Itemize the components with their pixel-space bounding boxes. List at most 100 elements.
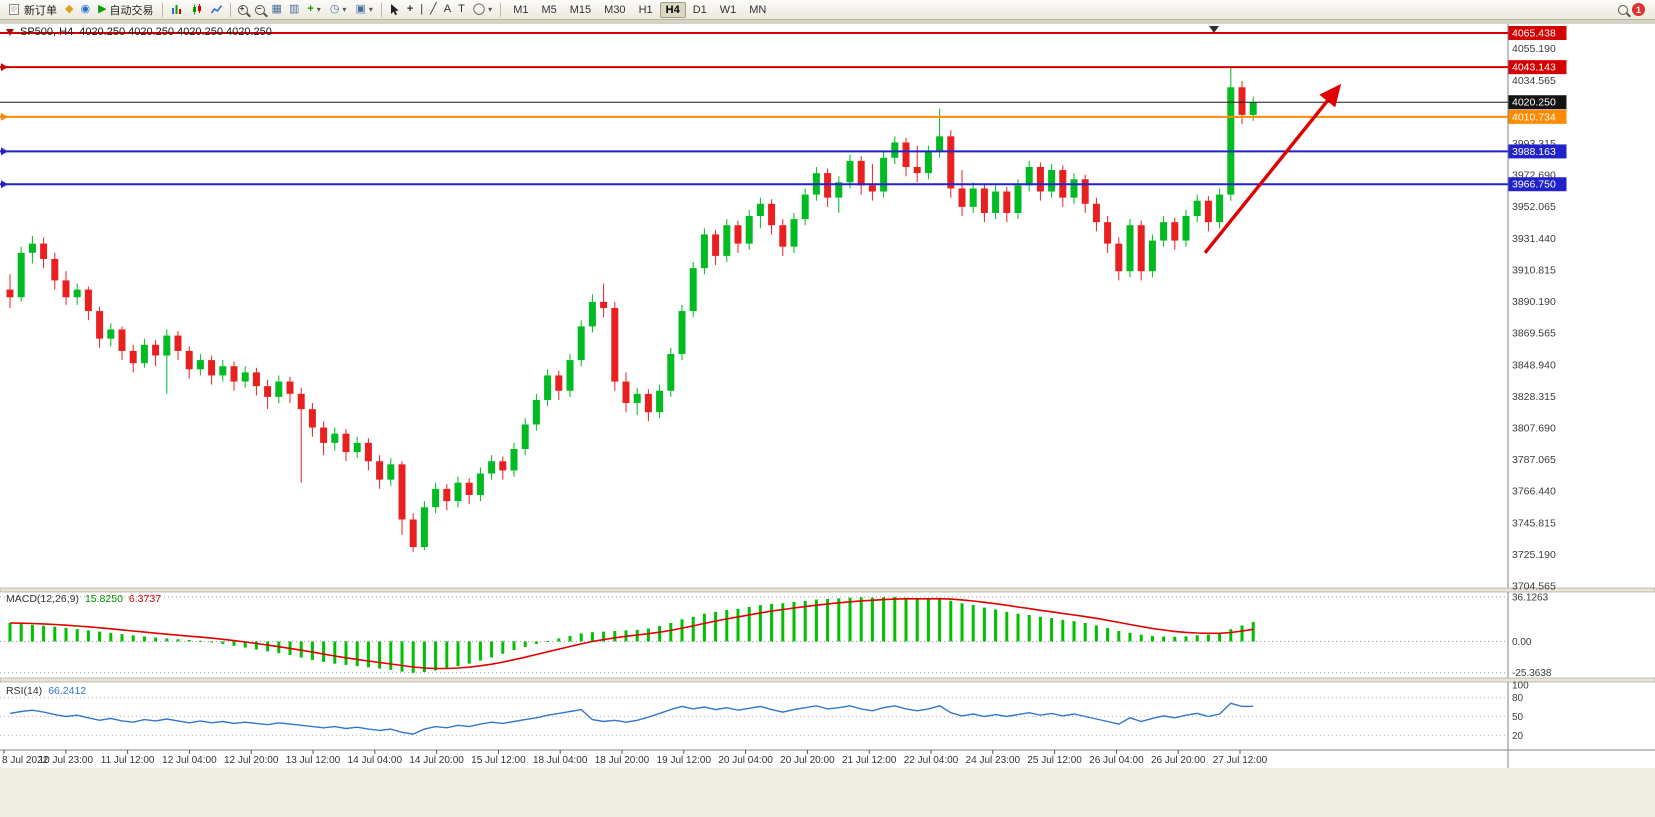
rsi-label: RSI(14) 66.2412 (6, 685, 86, 697)
text-icon: T (458, 3, 465, 15)
time-axis-label: 24 Jul 23:00 (966, 755, 1021, 766)
horizontal-price-lines[interactable] (0, 31, 1508, 189)
macd-main-value: 15.8250 (84, 593, 123, 605)
text-label-button[interactable]: A (441, 1, 454, 19)
window-bottom-strip (0, 768, 1655, 817)
rsi-line (9, 702, 1254, 735)
rsi-axis-label: 100 (1512, 681, 1529, 692)
zoom-in-icon: + (237, 4, 248, 15)
price-badges: 4065.438 4043.143 4020.250 4010.734 3988.163… (1508, 25, 1567, 192)
crosshair-button[interactable]: + (404, 1, 416, 19)
trendline-button[interactable]: ╱ (427, 1, 440, 19)
timeframe-h1[interactable]: H1 (638, 3, 653, 16)
rsi-value: 66.2412 (48, 685, 87, 697)
shapes-button[interactable]: ◯ ▾ (469, 1, 496, 19)
timeframe-m15[interactable]: M15 (569, 3, 592, 16)
candlestick-chart-icon (192, 4, 201, 15)
time-axis-label: 15 Jul 12:00 (471, 755, 526, 766)
chart-canvas[interactable]: 4055.1904034.5653993.3153972.6903952.065… (0, 20, 1655, 817)
zoom-out-icon: − (254, 4, 265, 15)
price-badge-value: 3966.750 (1512, 179, 1556, 191)
time-axis-label: 25 Jul 12:00 (1027, 755, 1082, 766)
main-toolbar: 新订单 ◆ ◉ ▶ 自动交易 + − ▦ ▥ + ▾ ◷ ▾ ▣ ▾ (0, 0, 1655, 20)
new-order-button[interactable]: 新订单 (4, 1, 61, 19)
timeframe-m5[interactable]: M5 (541, 3, 557, 16)
price-badge (1508, 109, 1567, 124)
grid-button[interactable]: ▦ (269, 1, 285, 19)
search-button[interactable] (1615, 1, 1631, 19)
time-axis-label: 22 Jul 04:00 (904, 755, 959, 766)
pane-separator-rsi[interactable] (0, 677, 1655, 683)
rsi-axis-label: 80 (1512, 693, 1524, 704)
add-indicator-icon: + (307, 3, 314, 15)
toolbar-separator (380, 2, 382, 17)
macd-name: MACD(12,26,9) (6, 593, 79, 605)
timeframe-d1[interactable]: D1 (692, 3, 707, 16)
time-axis-label: 12 Jul 20:00 (224, 755, 279, 766)
trend-arrow-annotation[interactable] (1203, 83, 1342, 254)
toolbar-separator (500, 2, 502, 17)
time-axis-label: 20 Jul 04:00 (718, 755, 773, 766)
vertical-line-button[interactable]: | (417, 1, 426, 19)
chart-ohlc-values: 4020.250 4020.250 4020.250 4020.250 (79, 26, 272, 38)
time-axis-label: 14 Jul 20:00 (409, 755, 464, 766)
add-indicator-button[interactable]: + ▾ (303, 1, 324, 19)
zoom-out-button[interactable]: − (252, 1, 268, 19)
price-axis-label: 3890.190 (1512, 296, 1556, 308)
price-axis-label: 3725.190 (1512, 549, 1556, 561)
autotrading-button[interactable]: ▶ 自动交易 (94, 1, 157, 19)
object-anchor-marker[interactable] (1209, 26, 1219, 33)
zoom-in-button[interactable]: + (235, 1, 251, 19)
tile-windows-icon: ▥ (288, 3, 300, 15)
price-axis-label: 3848.940 (1512, 359, 1556, 371)
template-button[interactable]: ▣ ▾ (351, 1, 376, 19)
price-axis-label: 3828.315 (1512, 391, 1556, 403)
favorites-icon[interactable]: ◆ (65, 3, 74, 15)
chevron-down-icon: ▾ (488, 4, 493, 14)
notification-badge[interactable]: 1 (1632, 3, 1645, 16)
text-button[interactable]: T (455, 1, 468, 19)
tile-windows-button[interactable]: ▥ (286, 1, 302, 19)
macd-axis-label: -25.3638 (1512, 668, 1552, 679)
market-watch-icon[interactable]: ◉ (80, 3, 91, 15)
rsi-axis-label: 20 (1512, 731, 1524, 742)
toolbar-separator (229, 2, 231, 17)
clock-icon: ◷ (329, 3, 340, 15)
price-line-marker (1, 63, 8, 72)
periods-button[interactable]: ◷ ▾ (326, 1, 351, 19)
line-chart-icon (210, 5, 222, 14)
line-chart-button[interactable] (207, 1, 226, 19)
time-axis-label: 11 Jul 12:00 (101, 755, 155, 766)
trendline-icon: ╱ (430, 3, 437, 15)
timeframe-m30[interactable]: M30 (604, 3, 626, 16)
macd-axis-label: 0.00 (1512, 637, 1532, 648)
autotrading-label: 自动交易 (109, 4, 154, 17)
candlestick-chart-button[interactable] (187, 1, 206, 19)
shapes-icon: ◯ (472, 3, 486, 15)
price-badge (1508, 25, 1567, 40)
timeframe-mn[interactable]: MN (749, 3, 767, 16)
time-axis-label: 21 Jul 12:00 (842, 755, 897, 766)
pane-separator-macd[interactable] (0, 587, 1655, 593)
timeframe-w1[interactable]: W1 (719, 3, 737, 16)
time-axis-label: 26 Jul 04:00 (1089, 755, 1144, 766)
timeframe-m1[interactable]: M1 (513, 3, 529, 16)
time-axis-label: 20 Jul 20:00 (780, 755, 835, 766)
chevron-down-icon: ▾ (342, 4, 347, 14)
candlesticks (6, 67, 1257, 552)
price-axis-label: 4055.190 (1512, 43, 1556, 55)
timeframe-toolbar: M1 M5 M15 M30 H1 H4 D1 W1 MN (507, 1, 772, 18)
cursor-button[interactable] (386, 1, 403, 19)
timeframe-h4[interactable]: H4 (659, 1, 686, 18)
macd-axis-label: 36.1263 (1512, 592, 1549, 603)
price-axis-label: 4034.565 (1512, 75, 1556, 87)
time-axis-label: 8 Jul 2022 (2, 755, 49, 766)
search-icon (1618, 4, 1628, 15)
price-badge (1508, 60, 1567, 75)
new-order-label: 新订单 (24, 4, 57, 17)
price-axis-label: 3745.815 (1512, 517, 1556, 529)
price-line-marker (1, 180, 8, 189)
price-axis-label: 3787.065 (1512, 454, 1556, 466)
bar-chart-button[interactable] (167, 1, 186, 19)
